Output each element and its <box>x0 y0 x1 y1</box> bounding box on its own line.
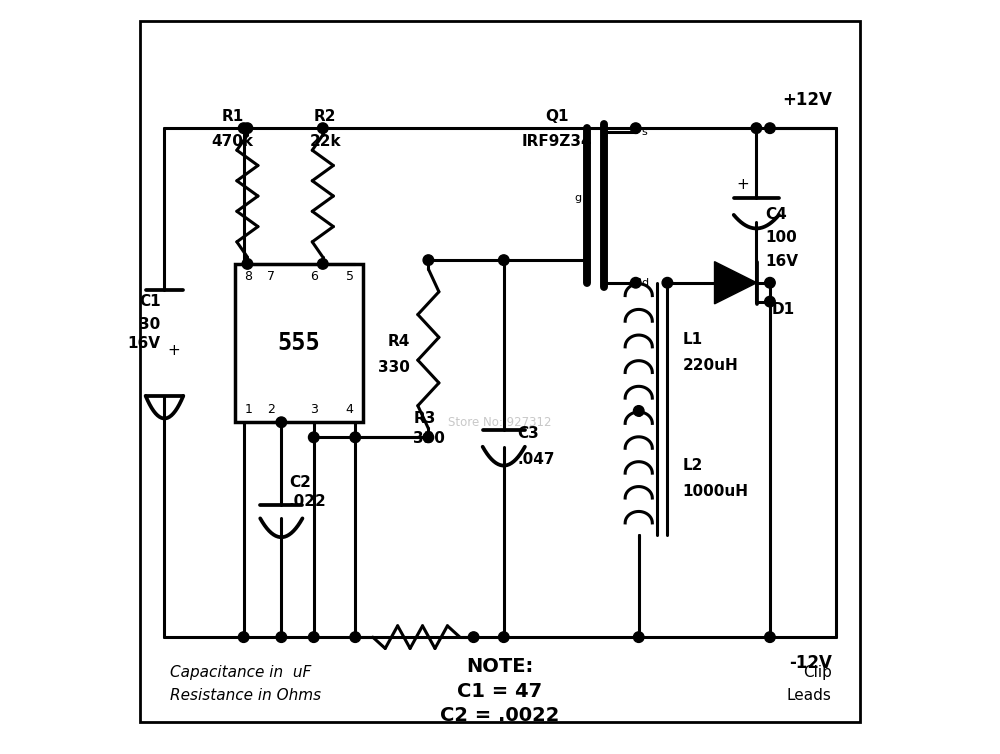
Text: s: s <box>642 127 648 137</box>
Text: D1: D1 <box>771 302 795 317</box>
Circle shape <box>468 632 479 642</box>
Text: IRF9Z34: IRF9Z34 <box>521 134 592 149</box>
Text: .022: .022 <box>289 494 327 509</box>
Text: +12V: +12V <box>782 91 832 109</box>
Text: 1000uH: 1000uH <box>682 485 748 499</box>
Text: 8: 8 <box>244 270 252 283</box>
Text: C1: C1 <box>139 294 161 309</box>
Circle shape <box>765 123 775 133</box>
Text: 330: 330 <box>378 360 410 375</box>
Text: d: d <box>642 277 649 288</box>
Text: Clip: Clip <box>803 665 832 680</box>
Circle shape <box>276 632 287 642</box>
Text: Store No: 927312: Store No: 927312 <box>448 415 552 429</box>
Circle shape <box>308 432 319 443</box>
Circle shape <box>633 632 644 642</box>
Circle shape <box>350 432 361 443</box>
Text: g: g <box>574 193 581 203</box>
Circle shape <box>498 255 509 265</box>
Text: 2: 2 <box>267 403 275 416</box>
Circle shape <box>242 259 253 269</box>
Text: 16V: 16V <box>128 336 161 351</box>
Circle shape <box>238 632 249 642</box>
Text: -12V: -12V <box>789 654 832 672</box>
Circle shape <box>238 123 249 133</box>
Circle shape <box>633 406 644 416</box>
Circle shape <box>350 632 361 642</box>
Circle shape <box>318 259 328 269</box>
Text: 470k: 470k <box>211 134 253 149</box>
Text: C1 = 47: C1 = 47 <box>457 682 543 701</box>
Text: Resistance in Ohms: Resistance in Ohms <box>170 688 321 703</box>
Text: 7: 7 <box>267 270 275 283</box>
Circle shape <box>498 632 509 642</box>
Text: 6: 6 <box>310 270 318 283</box>
Text: C2: C2 <box>289 475 311 490</box>
Circle shape <box>765 277 775 288</box>
Circle shape <box>765 296 775 307</box>
Text: +: + <box>736 177 749 192</box>
Circle shape <box>423 432 434 443</box>
Text: 16V: 16V <box>765 254 798 269</box>
Bar <box>235 264 363 422</box>
Circle shape <box>751 123 762 133</box>
Text: 220uH: 220uH <box>682 358 738 373</box>
Text: C2 = .0022: C2 = .0022 <box>440 706 560 725</box>
Text: L1: L1 <box>682 332 703 347</box>
Text: Q1: Q1 <box>545 109 568 124</box>
Circle shape <box>662 277 673 288</box>
Circle shape <box>308 632 319 642</box>
Text: 22k: 22k <box>309 134 341 149</box>
Text: R3: R3 <box>413 411 436 426</box>
Text: 330: 330 <box>413 431 445 446</box>
Text: 1: 1 <box>244 403 252 416</box>
Text: R2: R2 <box>314 109 336 124</box>
Circle shape <box>630 123 641 133</box>
Circle shape <box>276 417 287 428</box>
Polygon shape <box>715 262 757 304</box>
Text: 5: 5 <box>346 270 354 283</box>
Text: Leads: Leads <box>787 688 832 703</box>
Text: Capacitance in  uF: Capacitance in uF <box>170 665 311 680</box>
Text: C3: C3 <box>517 426 539 441</box>
Text: 555: 555 <box>277 331 320 355</box>
Circle shape <box>423 255 434 265</box>
Text: C4: C4 <box>765 207 787 222</box>
Circle shape <box>318 123 328 133</box>
Text: NOTE:: NOTE: <box>466 657 534 676</box>
Circle shape <box>630 277 641 288</box>
Circle shape <box>242 123 253 133</box>
Text: L2: L2 <box>682 458 703 473</box>
Text: +: + <box>167 343 180 358</box>
Text: R4: R4 <box>387 334 410 348</box>
Text: .047: .047 <box>517 452 555 467</box>
Text: R1: R1 <box>221 109 243 124</box>
Text: 30: 30 <box>139 317 161 332</box>
Text: 3: 3 <box>310 403 318 416</box>
Text: 100: 100 <box>765 230 797 245</box>
Circle shape <box>765 632 775 642</box>
Text: 4: 4 <box>346 403 354 416</box>
